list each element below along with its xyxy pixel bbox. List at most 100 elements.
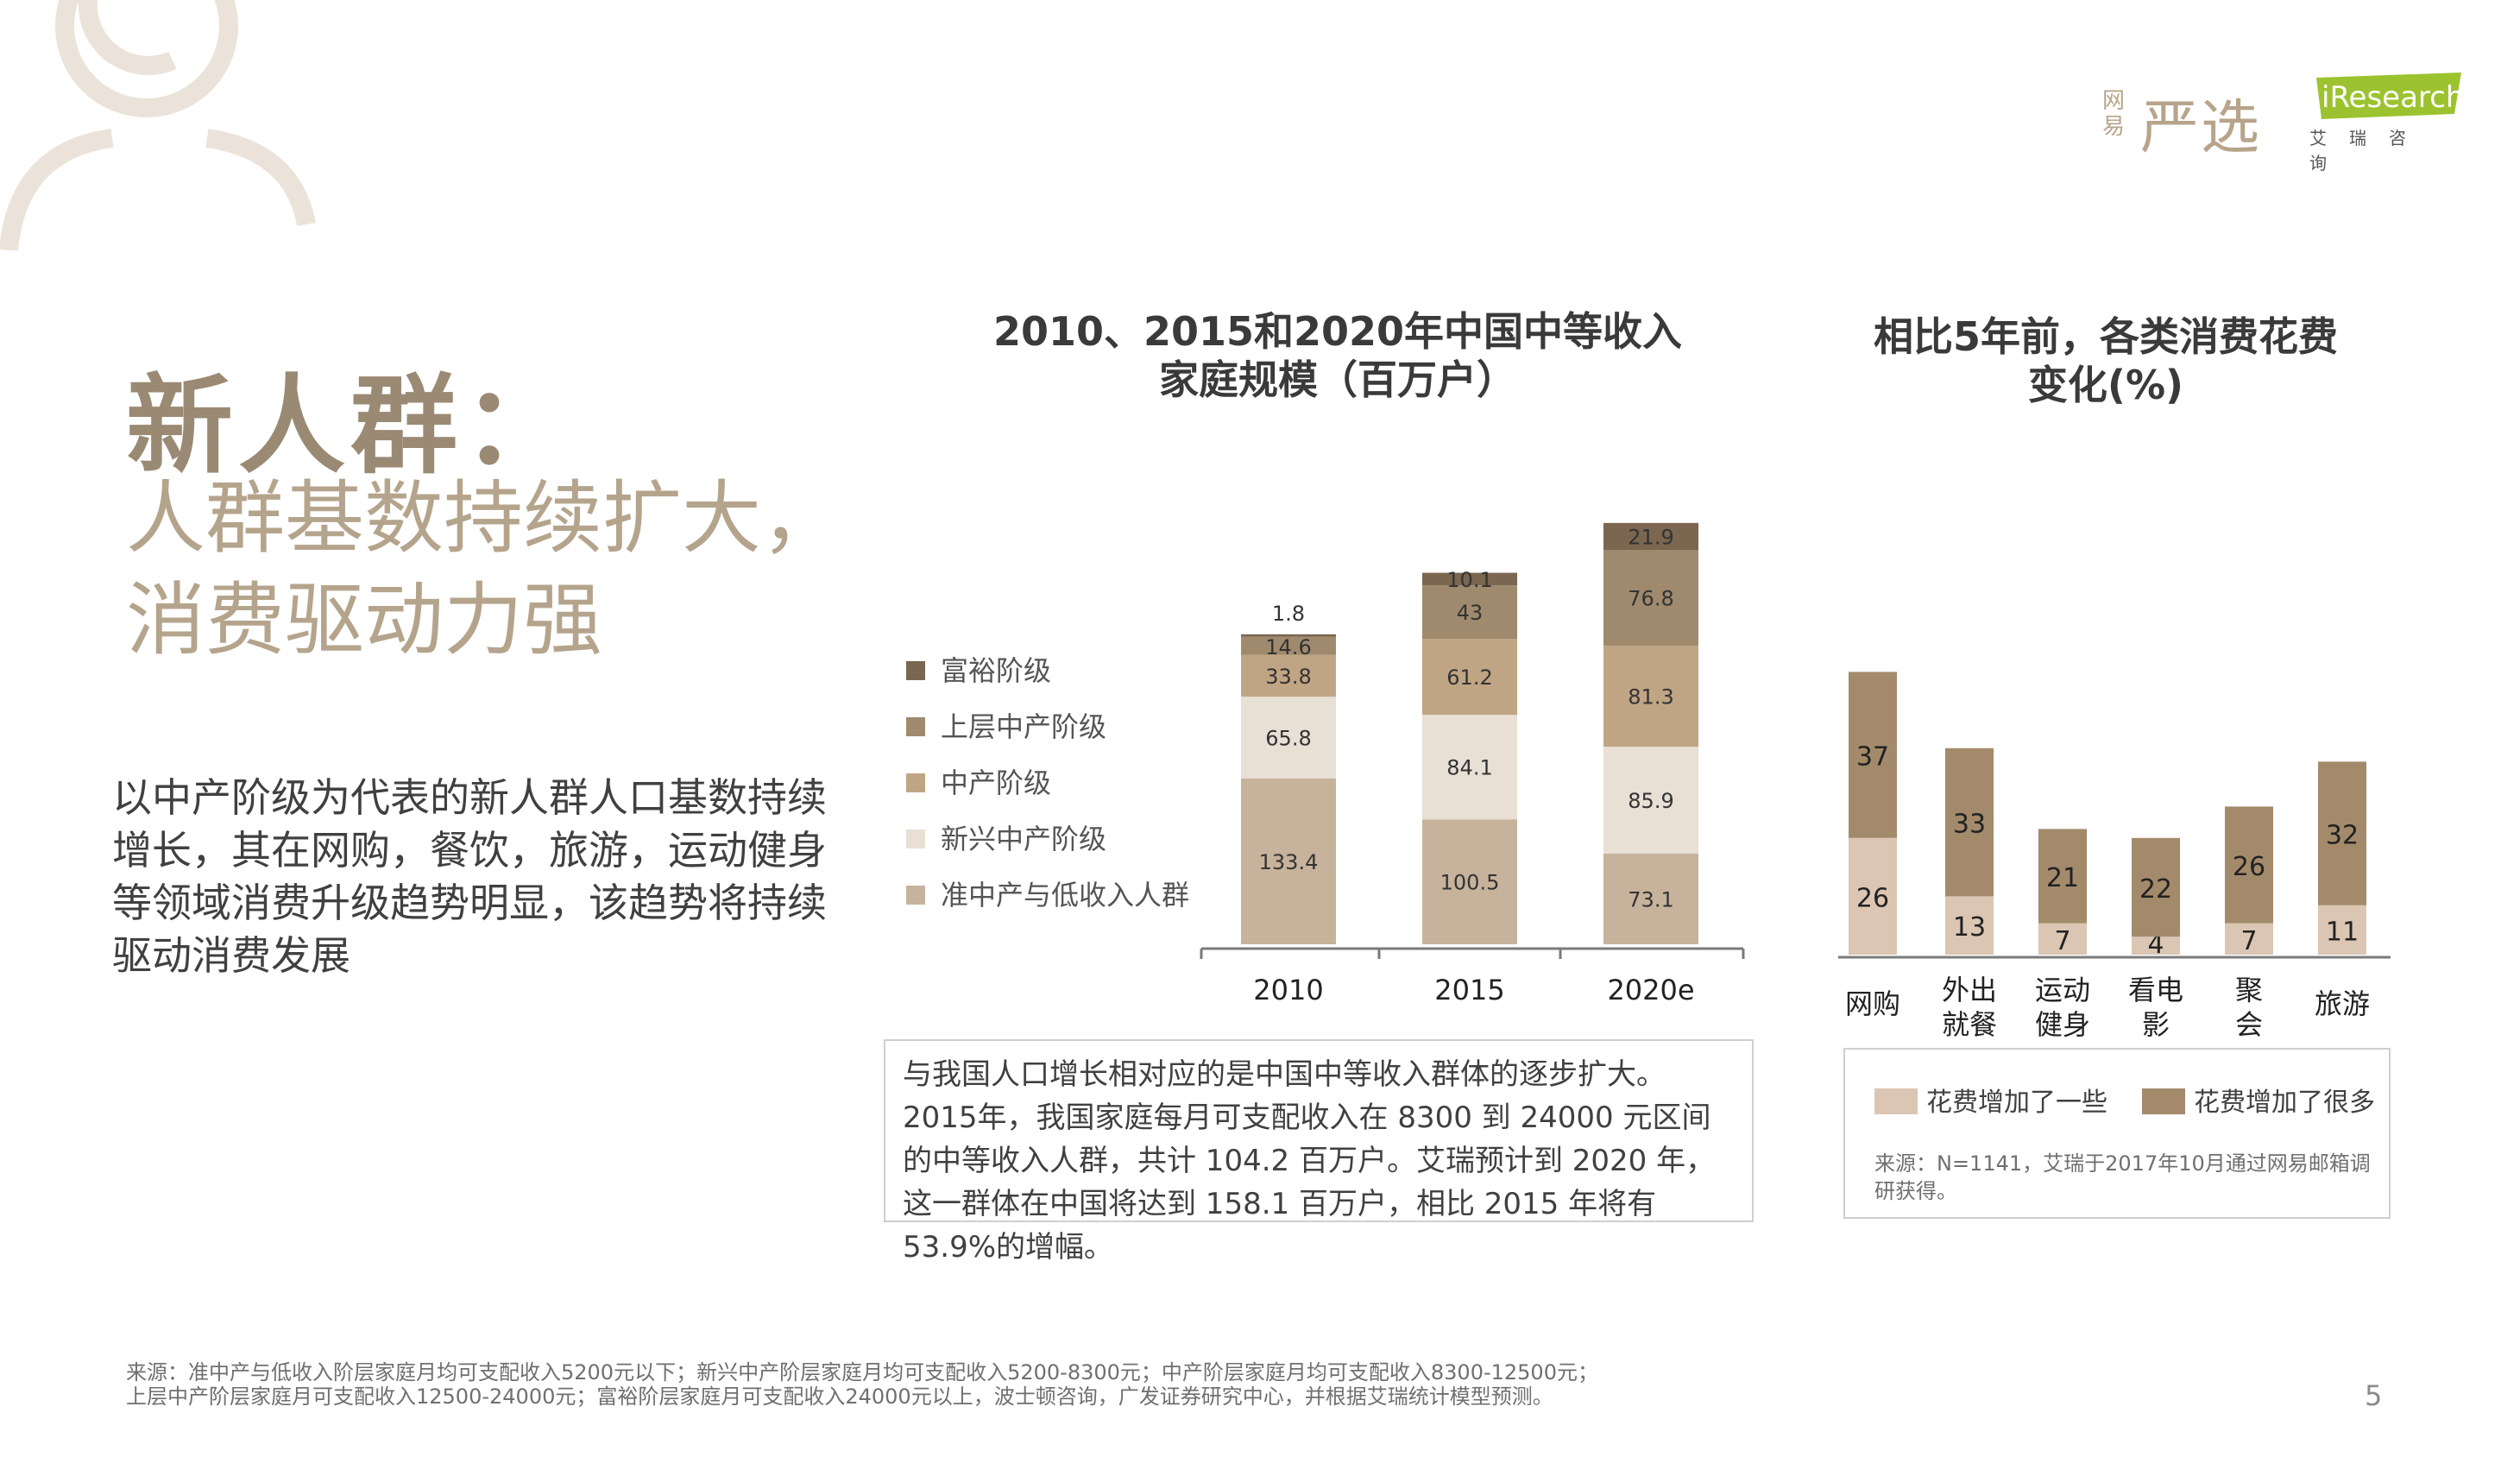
legend-swatch [906, 773, 925, 792]
chart2-title-line-2: 变化(%) [2027, 362, 2184, 408]
x-tick-label: 2020e [1607, 974, 1694, 1006]
chart1-stacked-bar-chart: 133.4 65.8 33.8 14.6 1.8 2010 100.5 84.1 61.2 43 1… [1200, 522, 1745, 1006]
data-label: 1.8 [1272, 602, 1305, 626]
data-label: 61.2 [1446, 665, 1492, 690]
data-label: 81.3 [1628, 685, 1673, 710]
bar-segment [1849, 672, 1897, 838]
x-tick-label: 会 [2235, 1008, 2263, 1041]
legend-swatch [906, 829, 925, 848]
bar-segment [1945, 896, 1994, 955]
legend-label: 新兴中产阶级 [941, 823, 1107, 855]
chart2-title-line-1: 相比5年前，各类消费花费 [1873, 313, 2338, 360]
chart1-title: 2010、2015和2020年中国中等收入 家庭规模（百万户） [967, 307, 1709, 404]
bar-segment [1422, 572, 1517, 586]
bar-segment [1945, 747, 1994, 897]
bar-segment [2225, 806, 2273, 924]
bar-segment [2132, 937, 2180, 955]
footer-source-line-1: 来源：准中产与低收入阶层家庭月均可支配收入5200元以下；新兴中产阶层家庭月均可… [126, 1360, 1598, 1384]
subtitle-line-1: 人群基数持续扩大， [126, 472, 841, 565]
bar-segment [1241, 778, 1336, 944]
bar-segment [1241, 636, 1336, 655]
data-label: 85.9 [1628, 789, 1673, 813]
legend-item-increase-much: 花费增加了很多 [2142, 1086, 2375, 1120]
logo-iresearch-cn: 艾瑞咨询 [2309, 128, 2429, 173]
iresearch-badge-icon: iResearch [2316, 73, 2461, 119]
bar-segment [1241, 654, 1336, 697]
x-tick-label: 影 [2142, 1008, 2170, 1041]
bar-segment [1422, 715, 1517, 820]
chart1-title-line-2: 家庭规模（百万户） [1159, 356, 1516, 403]
data-label: 33.8 [1265, 665, 1311, 689]
legend-label: 准中产与低收入人群 [941, 879, 1190, 911]
data-label: 7 [2240, 926, 2257, 956]
legend-label: 上层中产阶级 [941, 710, 1107, 743]
logo-yanxuan-text: 严选 [2140, 94, 2262, 162]
bar-segment [1241, 697, 1336, 779]
data-label: 4 [2147, 930, 2164, 960]
data-label: 84.1 [1446, 756, 1492, 780]
x-tick-label: 运动 [2035, 974, 2090, 1006]
data-label: 21 [2046, 863, 2079, 893]
bar-segment [2038, 829, 2087, 924]
bar-segment [2318, 905, 2366, 955]
x-tick-label: 2015 [1434, 974, 1504, 1006]
data-label: 26 [2233, 852, 2265, 882]
chart2-source-note: 来源：N=1141，艾瑞于2017年10月通过网易邮箱调研获得。 [1874, 1151, 2371, 1203]
bar-segment [2225, 923, 2273, 955]
bar-segment [1241, 634, 1336, 637]
x-tick-label: 外出 [1942, 974, 1997, 1006]
legend-item-increase-some: 花费增加了一些 [1874, 1086, 2107, 1120]
data-label: 33 [1953, 810, 1986, 840]
data-label: 11 [2326, 917, 2359, 947]
data-label: 14.6 [1265, 635, 1311, 659]
x-tick-label: 健身 [2035, 1008, 2090, 1041]
bar-segment [1849, 837, 1897, 955]
legend-label: 花费增加了很多 [2194, 1088, 2375, 1118]
x-tick-label: 看电 [2128, 974, 2183, 1006]
x-tick-label: 网购 [1845, 987, 1900, 1020]
bar-segment [1422, 819, 1517, 944]
x-tick-label: 聚 [2235, 974, 2263, 1006]
chart2-legend-box: 花费增加了一些 花费增加了很多 来源：N=1141，艾瑞于2017年10月通过网… [1843, 1048, 2391, 1219]
page-subtitle: 人群基数持续扩大， 消费驱动力强 [126, 468, 903, 672]
legend-swatch [2142, 1088, 2185, 1114]
data-label: 22 [2139, 874, 2172, 905]
iresearch-logo: iResearch 艾瑞咨询 [2309, 71, 2465, 173]
bar-segment [1603, 522, 1698, 551]
bar-segment [1603, 645, 1698, 747]
subtitle-line-2: 消费驱动力强 [126, 574, 603, 666]
page-number: 5 [2365, 1379, 2383, 1412]
page-title: 新人群： [126, 364, 576, 489]
bar-segment [1603, 550, 1698, 646]
chart1-title-line-1: 2010、2015和2020年中国中等收入 [992, 308, 1683, 355]
data-label: 7 [2054, 926, 2070, 956]
data-label: 65.8 [1265, 727, 1311, 751]
x-tick-label: 旅游 [2315, 987, 2370, 1020]
logo-netease-text: 网易 [2102, 88, 2126, 140]
data-label: 26 [1856, 883, 1889, 913]
data-label: 100.5 [1440, 871, 1500, 895]
people-icon [0, 0, 316, 250]
x-tick-label: 就餐 [1942, 1008, 1997, 1041]
data-label: 43 [1457, 601, 1484, 625]
legend-swatch [1874, 1088, 1918, 1114]
bar-segment [2318, 761, 2366, 905]
logo-iresearch-text: iResearch [2322, 80, 2461, 115]
netease-yanxuan-logo: 网易 严选 [2102, 79, 2275, 162]
footer-source: 来源：准中产与低收入阶层家庭月均可支配收入5200元以下；新兴中产阶层家庭月均可… [126, 1360, 1679, 1409]
data-label: 76.8 [1628, 587, 1673, 611]
legend-label: 富裕阶级 [941, 654, 1052, 687]
legend-swatch [906, 886, 925, 905]
legend-swatch [906, 717, 925, 736]
data-label: 133.4 [1259, 850, 1319, 874]
data-label: 73.1 [1628, 887, 1673, 911]
bar-segment [2132, 837, 2180, 937]
bar-segment [1603, 853, 1698, 944]
bar-segment [1603, 747, 1698, 854]
x-tick-label: 2010 [1253, 974, 1323, 1006]
bar-segment [1422, 585, 1517, 640]
note-box: 与我国人口增长相对应的是中国中等收入群体的逐步扩大。 2015年，我国家庭每月可… [884, 1039, 1754, 1265]
legend-label: 花费增加了一些 [1926, 1088, 2107, 1118]
footer-source-line-2: 上层中产阶层家庭月可支配收入12500-24000元；富裕阶层家庭月可支配收入2… [126, 1384, 1553, 1409]
